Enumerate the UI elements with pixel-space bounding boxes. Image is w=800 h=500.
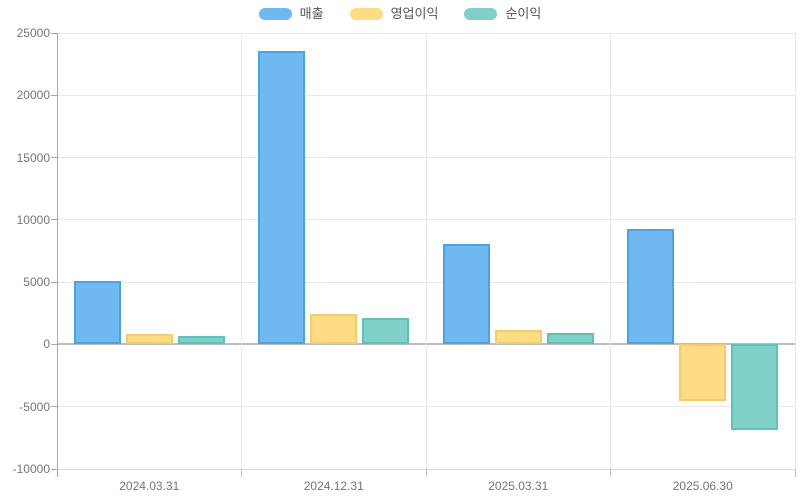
bar-영업이익-2024.12.31 bbox=[310, 314, 358, 345]
y-axis-tick bbox=[51, 281, 57, 283]
y-axis-tick-label: 10000 bbox=[16, 212, 50, 227]
bar-매출-2025.03.31 bbox=[442, 243, 490, 345]
x-axis-category-label: 2025.03.31 bbox=[488, 479, 549, 493]
x-axis-category-label: 2024.03.31 bbox=[119, 479, 180, 493]
legend-label: 영업이익 bbox=[390, 6, 439, 21]
bar-영업이익-2025.03.31 bbox=[494, 330, 542, 345]
x-axis-tick bbox=[794, 469, 796, 477]
gridline-x bbox=[610, 33, 611, 469]
y-axis-tick-label: 20000 bbox=[16, 88, 50, 103]
y-axis-tick-label: -10000 bbox=[12, 462, 50, 476]
y-axis-tick bbox=[51, 406, 57, 408]
y-axis-tick bbox=[51, 157, 57, 159]
legend-item-3[interactable]: 순이익 bbox=[464, 7, 541, 20]
y-axis-tick bbox=[51, 32, 57, 34]
x-axis-tick bbox=[425, 469, 427, 477]
x-axis-tick bbox=[241, 469, 242, 477]
bar-매출-2024.03.31 bbox=[73, 280, 121, 345]
bar-매출-2025.06.30 bbox=[627, 229, 675, 345]
legend-swatch-icon bbox=[258, 7, 292, 20]
y-axis-tick bbox=[51, 343, 57, 345]
gridline-x bbox=[794, 33, 796, 469]
legend-label: 매출 bbox=[299, 6, 324, 21]
bar-매출-2024.12.31 bbox=[258, 51, 306, 345]
legend-item-1[interactable]: 매출 bbox=[258, 6, 324, 21]
x-axis-tick bbox=[610, 469, 611, 477]
bar-영업이익-2025.06.30 bbox=[679, 344, 727, 402]
y-axis-tick-label: 5000 bbox=[23, 275, 50, 290]
bar-순이익-2024.03.31 bbox=[177, 336, 225, 345]
legend-swatch-icon bbox=[464, 7, 498, 20]
y-axis-tick-label: 0 bbox=[43, 337, 50, 352]
legend-item-2[interactable]: 영업이익 bbox=[349, 6, 439, 21]
gridline-x bbox=[425, 33, 427, 469]
y-axis-tick bbox=[51, 219, 57, 221]
bar-영업이익-2024.03.31 bbox=[125, 334, 173, 345]
gridline-x bbox=[241, 33, 242, 469]
legend-swatch-icon bbox=[349, 7, 383, 20]
y-axis-tick-label: 15000 bbox=[16, 150, 50, 165]
legend-label: 순이익 bbox=[505, 6, 542, 21]
legend: 매출 영업이익 순이익 bbox=[0, 7, 800, 20]
bar-순이익-2024.12.31 bbox=[362, 318, 410, 345]
y-axis-tick bbox=[51, 94, 57, 96]
y-axis-line bbox=[56, 33, 58, 477]
y-axis-tick-label: 25000 bbox=[16, 26, 50, 40]
x-axis-category-label: 2024.12.31 bbox=[303, 479, 364, 493]
x-axis-category-label: 2025.06.30 bbox=[672, 479, 733, 493]
y-axis-tick bbox=[51, 468, 57, 470]
bar-순이익-2025.06.30 bbox=[731, 344, 779, 431]
y-axis-tick-label: -5000 bbox=[19, 399, 50, 414]
bar-순이익-2025.03.31 bbox=[546, 333, 594, 345]
